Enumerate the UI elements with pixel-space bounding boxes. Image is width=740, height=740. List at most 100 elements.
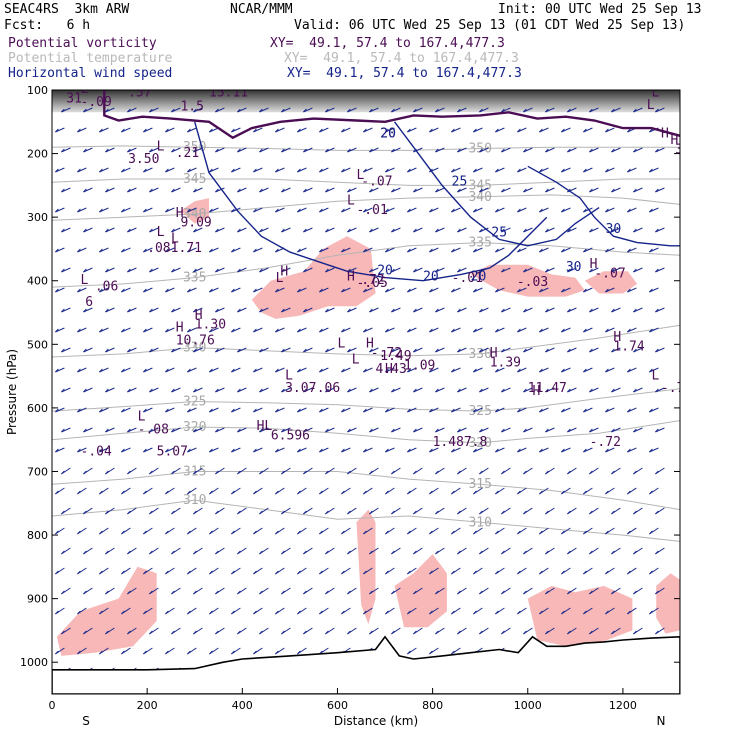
wind-arrow-head [523, 388, 527, 393]
wind-arrow-head [363, 248, 367, 253]
theta-contour [52, 388, 680, 412]
wind-arrow-head [171, 188, 175, 193]
y-tick-label: 100 [27, 84, 48, 97]
wind-arrow-head [55, 288, 59, 293]
wind-arrow [655, 227, 665, 233]
wind-arrow [479, 347, 489, 353]
wind-arrow [325, 147, 335, 153]
wind-arrow-head [215, 108, 219, 113]
wind-arrow [649, 287, 659, 293]
wind-arrow [523, 307, 533, 313]
wind-arrow-head [413, 108, 417, 113]
wind-arrow [297, 207, 307, 213]
wind-arrow [127, 267, 137, 273]
wind-arrow-head [77, 448, 81, 453]
wind-arrow [517, 127, 527, 133]
wind-arrow-head [187, 168, 191, 173]
wind-arrow [275, 167, 285, 173]
wind-arrow-head [127, 388, 131, 393]
wind-arrow [61, 107, 71, 113]
wind-arrow [413, 227, 423, 233]
wind-arrow-head [61, 590, 65, 595]
pv-contour [103, 90, 680, 140]
wind-arrow-head [649, 168, 653, 173]
wind-arrow [391, 267, 401, 273]
wind-arrow [171, 307, 181, 313]
field-label-wind: Horizontal wind speed [8, 66, 173, 81]
wind-arrow [99, 287, 109, 293]
wind-arrow [319, 367, 329, 373]
wind-arrow-head [567, 550, 571, 555]
wind-arrow-head [297, 248, 301, 253]
pv-label: .06 [95, 279, 118, 294]
wind-arrow [391, 107, 401, 113]
wind-arrow [435, 427, 445, 433]
wind-arrow [171, 347, 181, 353]
pv-label: 1.09 [404, 359, 435, 374]
wind-arrow [193, 107, 203, 113]
wind-arrow-head [391, 388, 395, 393]
wind-arrow-head [259, 108, 263, 113]
wind-arrow-head [457, 148, 461, 153]
wind-arrow [413, 427, 423, 433]
wind-arrow-head [55, 448, 59, 453]
wind-arrow-head [77, 408, 81, 413]
wind-arrow-head [413, 550, 417, 555]
wind-arrow-head [363, 408, 367, 413]
wind-arrow-head [517, 168, 521, 173]
wind-arrow [105, 347, 115, 353]
wind-arrow [561, 327, 571, 333]
wind-arrow-head [523, 148, 527, 153]
wind-arrow [341, 447, 351, 453]
wind-arrow-head [633, 470, 637, 475]
wind-arrow-head [121, 208, 125, 213]
wind-arrow-head [231, 328, 235, 333]
wind-arrow-head [429, 448, 433, 453]
wind-arrow-head [583, 248, 587, 253]
wind-arrow [545, 187, 555, 193]
wind-arrow-head [567, 268, 571, 273]
x-tick-label: 1200 [609, 699, 637, 712]
wind-arrow-head [517, 408, 521, 413]
wind-arrow [77, 167, 87, 173]
wind-arrow [545, 307, 555, 313]
field-xy-pv: XY= 49.1, 57.4 to 167.4,477.3 [270, 36, 505, 51]
wind-arrow-head [391, 268, 395, 273]
wind-arrow [451, 367, 461, 373]
pv-label: 6 [85, 295, 93, 310]
wind-arrow-head [193, 388, 197, 393]
wind-arrow [369, 107, 379, 113]
theta-contour [52, 242, 680, 288]
wind-arrow-head [589, 268, 593, 273]
wind-arrow-head [649, 408, 653, 413]
wind-arrow-head [407, 288, 411, 293]
wind-arrow-head [473, 530, 477, 535]
wind-arrow-head [649, 248, 653, 253]
wind-arrow-head [237, 630, 241, 635]
y-tick-label: 900 [27, 593, 48, 606]
wind-arrow [99, 327, 109, 333]
pv-label: 9.09 [180, 216, 211, 231]
wind-arrow [567, 267, 577, 273]
wind-arrow [567, 347, 577, 353]
wind-arrow-head [473, 610, 477, 615]
wind-arrow-head [303, 188, 307, 193]
wind-arrow [209, 167, 219, 173]
wind-arrow [61, 267, 71, 273]
wind-arrow-head [583, 368, 587, 373]
wind-arrow-head [501, 348, 505, 353]
wind-arrow-head [303, 308, 307, 313]
wind-arrow-head [105, 630, 109, 635]
wind-arrow-head [231, 490, 235, 495]
wind-arrow [347, 147, 357, 153]
wind-contour-label: 25 [491, 225, 507, 240]
wind-arrow-head [347, 228, 351, 233]
wind-arrow-head [237, 308, 241, 313]
wind-arrow-head [545, 550, 549, 555]
header-model: SEAC4RS 3km ARW [4, 2, 130, 17]
wind-arrow-head [165, 328, 169, 333]
pv-label: .21 [176, 146, 199, 161]
wind-arrow-head [61, 148, 65, 153]
wind-arrow-head [479, 388, 483, 393]
wind-arrow-head [325, 348, 329, 353]
